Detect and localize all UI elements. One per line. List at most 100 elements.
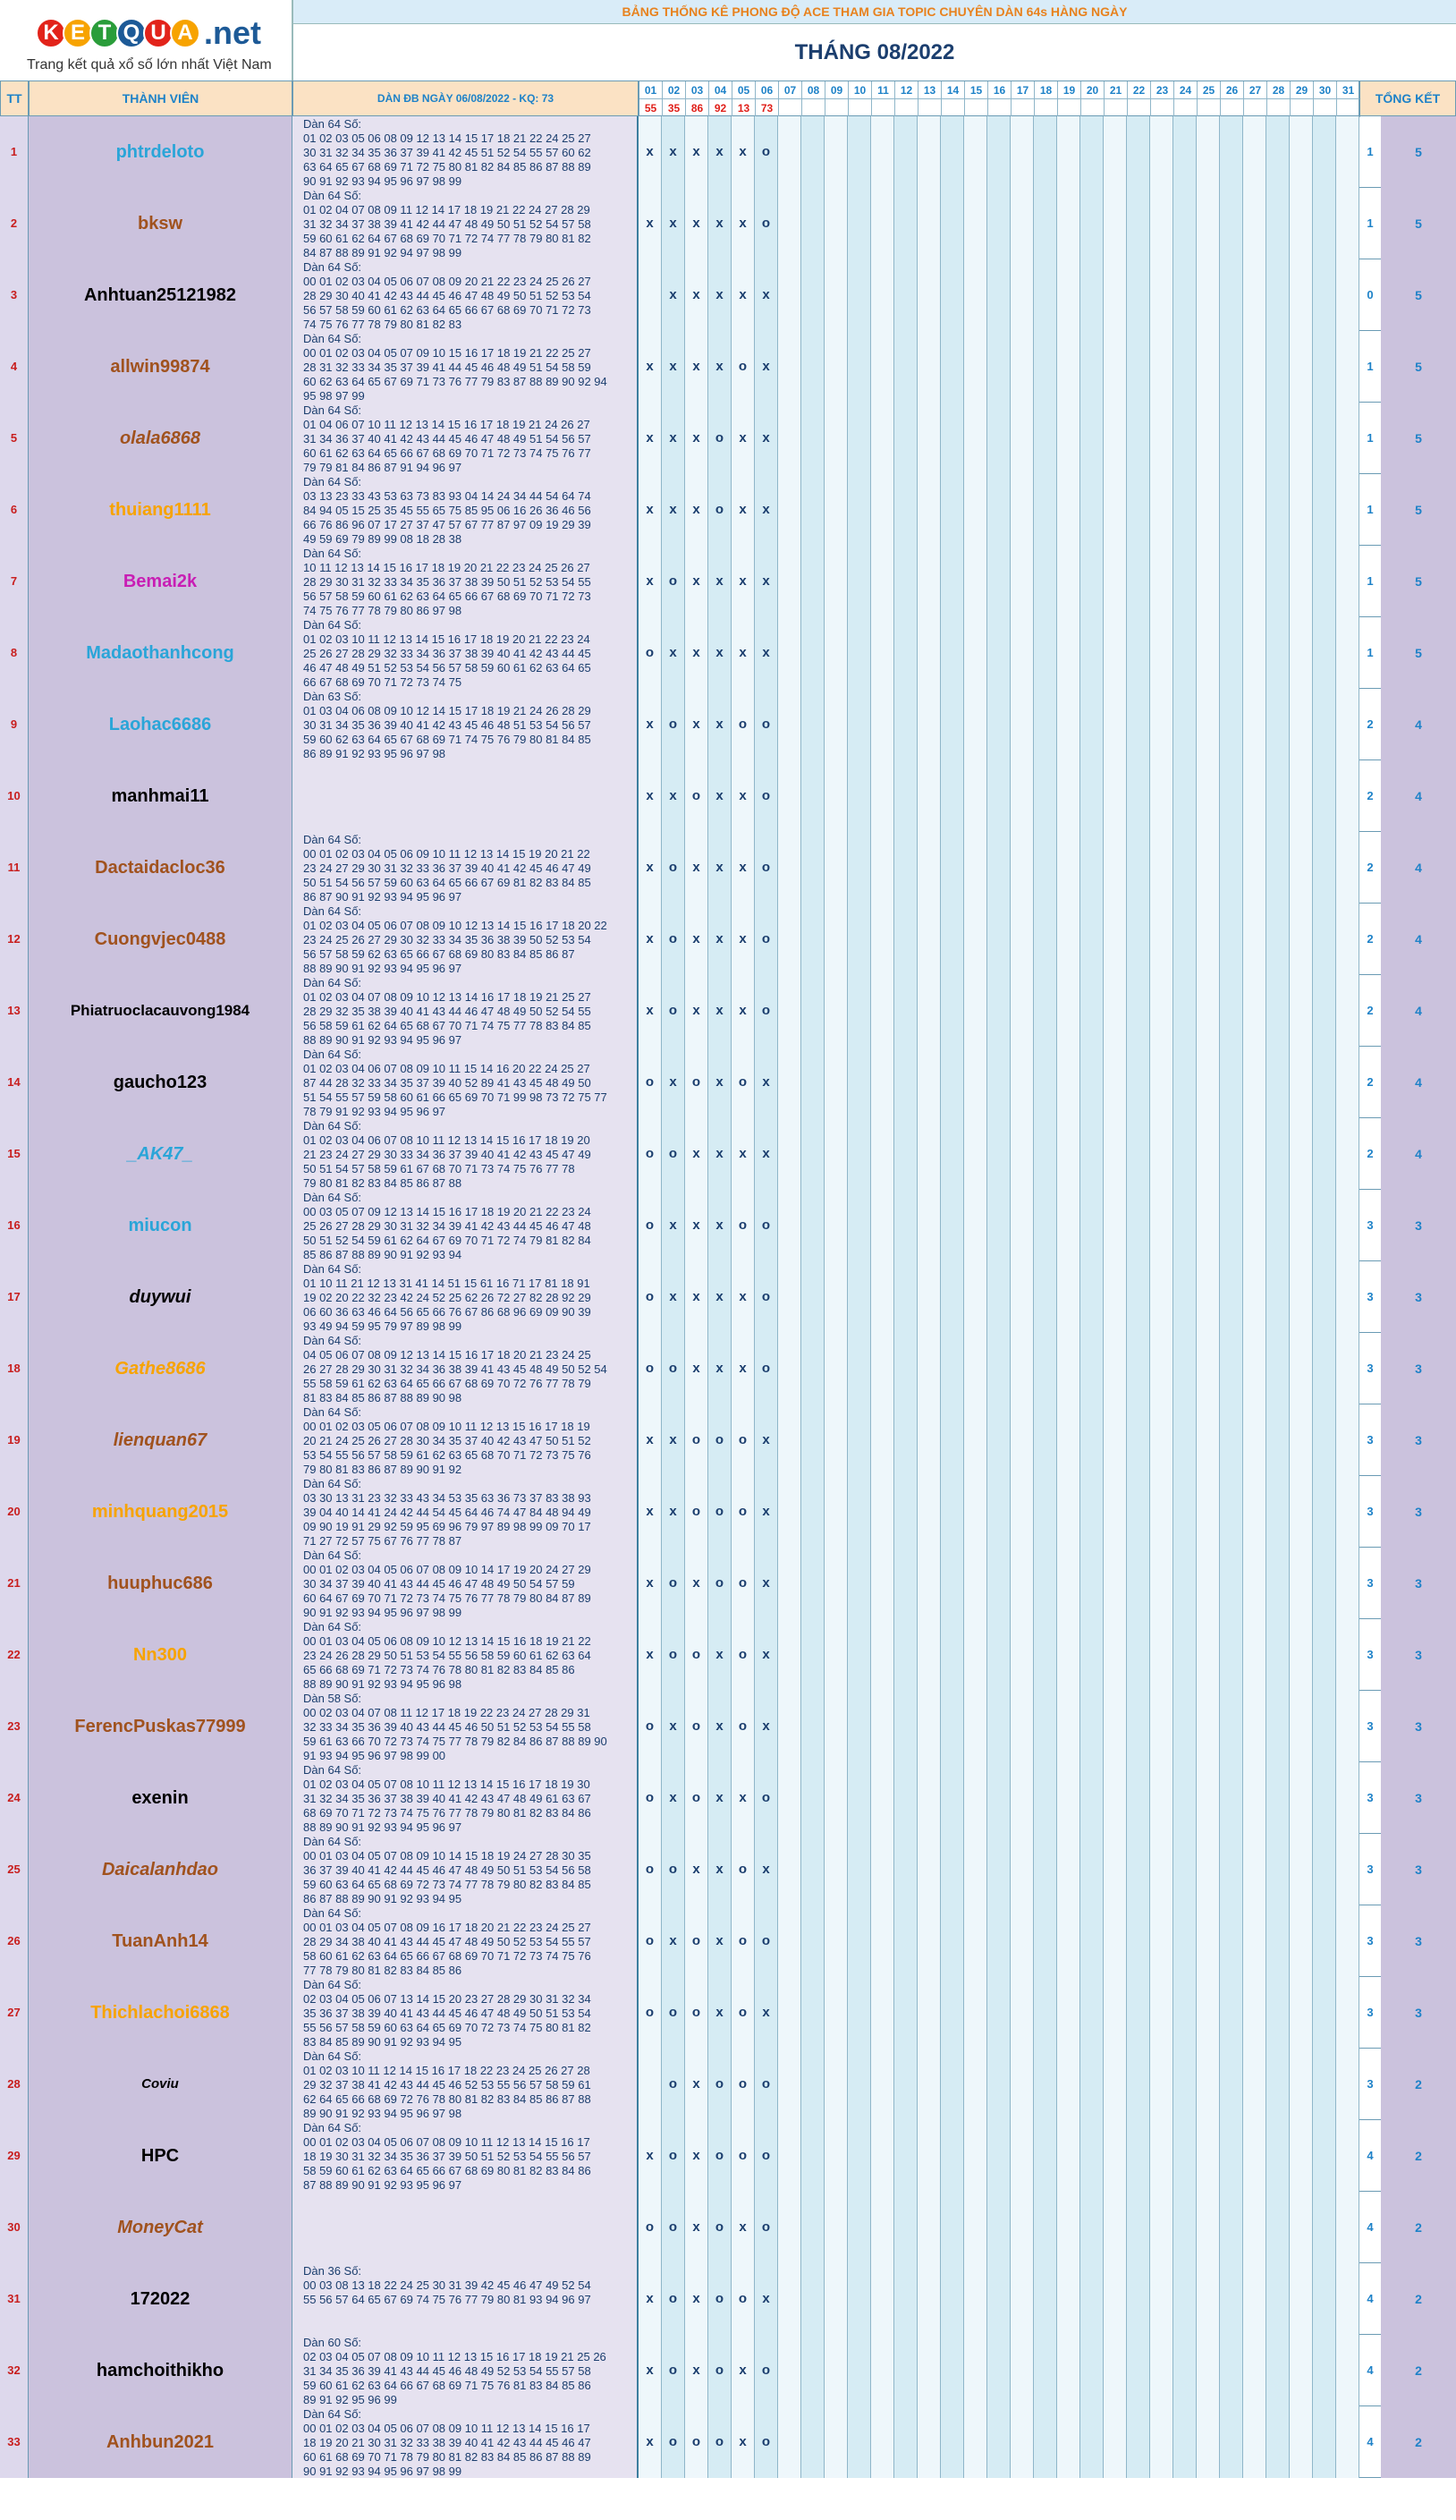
day-mark-cell bbox=[1034, 2049, 1057, 2120]
day-mark-cell bbox=[894, 1333, 918, 1404]
day-mark-cell bbox=[1173, 1977, 1197, 2049]
member-name[interactable]: Gathe8686 bbox=[29, 1333, 292, 1404]
member-name[interactable]: phtrdeloto bbox=[29, 116, 292, 188]
day-mark-cell bbox=[825, 975, 848, 1047]
day-mark-cell bbox=[941, 259, 964, 331]
day-mark-cell bbox=[941, 1476, 964, 1548]
day-mark-cell: x bbox=[639, 832, 662, 904]
day-column-header: 29 bbox=[1291, 81, 1314, 117]
number-set-line: 90 91 92 93 94 95 96 97 98 99 bbox=[303, 2465, 462, 2478]
day-mark-cell bbox=[825, 259, 848, 331]
day-mark-cell bbox=[1313, 331, 1336, 403]
day-mark-cell bbox=[1243, 617, 1266, 689]
day-mark-cell: x bbox=[708, 617, 732, 689]
member-number-set: Dàn 64 Số: 00 01 03 04 05 06 08 09 10 12 … bbox=[292, 1619, 639, 1691]
site-logo[interactable]: K E T Q U A .net Trang kết quả xổ số lớn nhất … bbox=[0, 0, 292, 82]
day-mark-cell bbox=[1243, 1261, 1266, 1333]
member-name[interactable]: MoneyCat bbox=[29, 2192, 292, 2263]
row-index: 16 bbox=[0, 1190, 29, 1261]
member-name[interactable]: olala6868 bbox=[29, 403, 292, 474]
member-name[interactable]: lienquan67 bbox=[29, 1404, 292, 1476]
day-mark-cell bbox=[964, 188, 987, 259]
day-mark-cell: o bbox=[708, 474, 732, 546]
member-name[interactable]: Bemai2k bbox=[29, 546, 292, 617]
day-column-header: 19 bbox=[1058, 81, 1081, 117]
member-name[interactable]: Anhtuan25121982 bbox=[29, 259, 292, 331]
number-set-line: 90 91 92 93 94 95 96 97 98 99 bbox=[303, 174, 462, 188]
day-mark-cell bbox=[894, 2263, 918, 2335]
day-mark-cell bbox=[1034, 2192, 1057, 2263]
day-mark-cell bbox=[1057, 2406, 1080, 2478]
day-mark-cell bbox=[1243, 546, 1266, 617]
day-mark-cell bbox=[964, 259, 987, 331]
day-mark-cell: o bbox=[685, 1047, 708, 1118]
day-mark-cell bbox=[1011, 1261, 1034, 1333]
number-set-line: 60 64 67 69 70 71 72 73 74 75 76 77 78 7… bbox=[303, 1591, 591, 1605]
member-name[interactable]: Madaothanhcong bbox=[29, 617, 292, 689]
day-mark-cell bbox=[1336, 546, 1359, 617]
table-row: 25 Daicalanhdao Dàn 64 Số: 00 01 03 04 05 0… bbox=[0, 1834, 1456, 1905]
day-mark-cell bbox=[1266, 904, 1290, 975]
member-name[interactable]: _AK47_ bbox=[29, 1118, 292, 1190]
member-name[interactable]: 172022 bbox=[29, 2263, 292, 2335]
member-name[interactable]: Dactaidacloc36 bbox=[29, 832, 292, 904]
row-index: 7 bbox=[0, 546, 29, 617]
member-name[interactable]: duywui bbox=[29, 1261, 292, 1333]
table-row: 27 Thichlachoi6868 Dàn 64 Số: 02 03 04 05 0… bbox=[0, 1977, 1456, 2049]
member-name[interactable]: allwin99874 bbox=[29, 331, 292, 403]
day-mark-cell bbox=[825, 331, 848, 403]
member-name[interactable]: manhmai11 bbox=[29, 760, 292, 832]
day-mark-cell bbox=[1080, 617, 1104, 689]
member-name[interactable]: miucon bbox=[29, 1190, 292, 1261]
day-result bbox=[1081, 99, 1104, 117]
member-name[interactable]: bksw bbox=[29, 188, 292, 259]
day-mark-cell bbox=[1173, 1548, 1197, 1619]
day-mark-cell bbox=[778, 1834, 801, 1905]
day-mark-cell bbox=[894, 1691, 918, 1762]
member-name[interactable]: Thichlachoi6868 bbox=[29, 1977, 292, 2049]
member-name[interactable]: Daicalanhdao bbox=[29, 1834, 292, 1905]
member-name[interactable]: Nn300 bbox=[29, 1619, 292, 1691]
member-name[interactable]: Phiatruoclacauvong1984 bbox=[29, 975, 292, 1047]
row-index: 2 bbox=[0, 188, 29, 259]
day-mark-cell bbox=[801, 1476, 825, 1548]
total-hits: 1 bbox=[1367, 216, 1374, 230]
member-name[interactable]: minhquang2015 bbox=[29, 1476, 292, 1548]
number-set-line: 21 23 24 27 29 30 33 34 36 37 39 40 41 4… bbox=[303, 1148, 591, 1161]
day-mark-cell bbox=[1290, 331, 1313, 403]
member-name[interactable]: Anhbun2021 bbox=[29, 2406, 292, 2478]
member-name[interactable]: Cuongvjec0488 bbox=[29, 904, 292, 975]
member-name[interactable]: FerencPuskas77999 bbox=[29, 1691, 292, 1762]
day-mark-cell: o bbox=[708, 2192, 732, 2263]
day-mark-cell bbox=[941, 975, 964, 1047]
number-set-line: Dàn 60 Số: bbox=[303, 2336, 362, 2349]
day-mark-cell: o bbox=[639, 1834, 662, 1905]
row-index: 10 bbox=[0, 760, 29, 832]
number-set-line: 01 02 03 10 11 12 14 15 16 17 18 22 23 2… bbox=[303, 2064, 590, 2077]
day-mark-cell bbox=[778, 1619, 801, 1691]
member-name[interactable]: HPC bbox=[29, 2120, 292, 2192]
number-set-line: 60 62 63 64 65 67 69 71 73 76 77 79 83 8… bbox=[303, 375, 607, 388]
member-name[interactable]: exenin bbox=[29, 1762, 292, 1834]
total-hits: 1 bbox=[1367, 145, 1374, 158]
day-mark-cell bbox=[918, 975, 941, 1047]
member-name[interactable]: Laohac6686 bbox=[29, 689, 292, 760]
member-name[interactable]: hamchoithikho bbox=[29, 2335, 292, 2406]
day-mark-cell bbox=[1034, 1047, 1057, 1118]
logo-letter: U bbox=[143, 18, 174, 48]
member-name[interactable]: TuanAnh14 bbox=[29, 1905, 292, 1977]
number-set-line: 55 58 59 61 62 63 64 65 66 67 68 69 70 7… bbox=[303, 1377, 591, 1390]
member-name[interactable]: Coviu bbox=[29, 2049, 292, 2120]
day-mark-cell bbox=[1104, 331, 1127, 403]
member-name[interactable]: huuphuc686 bbox=[29, 1548, 292, 1619]
member-name[interactable]: thuiang1111 bbox=[29, 474, 292, 546]
day-column-header: 09 bbox=[825, 81, 849, 117]
day-mark-cell bbox=[1080, 2406, 1104, 2478]
member-name[interactable]: gaucho123 bbox=[29, 1047, 292, 1118]
day-mark-cell bbox=[894, 1548, 918, 1619]
row-index: 29 bbox=[0, 2120, 29, 2192]
member-number-set: Dàn 64 Số: 01 02 03 04 05 07 08 10 11 12 … bbox=[292, 1762, 639, 1834]
day-mark-cell bbox=[1220, 2335, 1243, 2406]
day-mark-cell: o bbox=[708, 1548, 732, 1619]
total-hits: 4 bbox=[1367, 2292, 1374, 2305]
